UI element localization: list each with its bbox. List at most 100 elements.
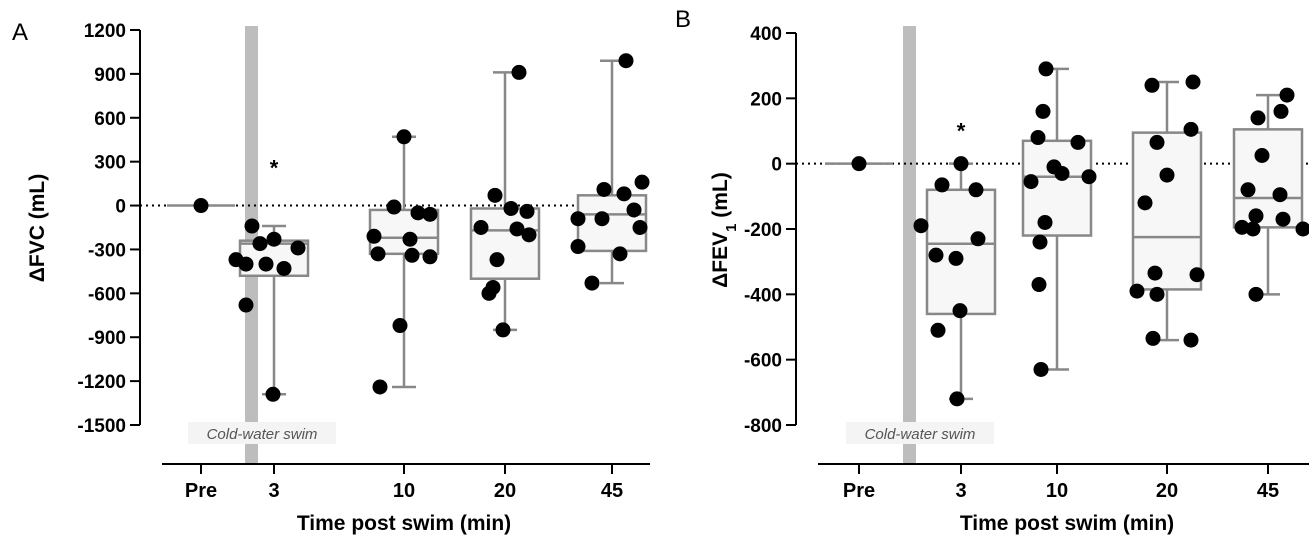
x-tick-label: 20 xyxy=(1156,480,1178,502)
data-point xyxy=(410,205,426,221)
data-point xyxy=(1145,330,1161,346)
y-tick-label: -400 xyxy=(744,285,782,306)
data-point xyxy=(252,236,268,252)
data-point xyxy=(1240,182,1256,198)
data-point xyxy=(481,285,497,301)
data-point xyxy=(473,220,489,235)
data-point xyxy=(372,379,388,395)
data-point xyxy=(1279,87,1295,103)
data-point xyxy=(570,239,586,255)
box-iqr xyxy=(1131,131,1203,291)
data-point xyxy=(1035,103,1051,119)
significance-marker: * xyxy=(270,156,279,181)
data-point xyxy=(968,182,984,198)
box-iqr xyxy=(1232,128,1304,229)
y-tick-label: -600 xyxy=(744,351,782,372)
panel-label: A xyxy=(12,19,28,46)
y-tick-label: 200 xyxy=(750,89,782,110)
data-point xyxy=(396,129,412,145)
significance-marker: * xyxy=(957,118,966,143)
data-point xyxy=(1159,167,1175,183)
data-point xyxy=(570,211,586,227)
data-point xyxy=(1183,121,1199,137)
panel-b: B Cold-water swim 400 200 0 -200 -400 -600 -800 P… xyxy=(675,6,1309,535)
data-point xyxy=(489,252,505,268)
data-point xyxy=(258,256,274,272)
data-point xyxy=(851,156,867,172)
data-point xyxy=(276,260,292,276)
data-point xyxy=(594,211,610,227)
data-point xyxy=(1248,286,1264,302)
data-point xyxy=(928,247,944,263)
data-point xyxy=(238,297,254,313)
x-tick-label: Pre xyxy=(185,480,217,502)
x-tick-label: 45 xyxy=(1257,480,1279,502)
data-point xyxy=(1234,219,1250,235)
data-point xyxy=(1245,221,1261,237)
panel-a: A Cold-water swim 1200 900 600 300 0 -300 -600 -9… xyxy=(12,19,650,535)
data-point xyxy=(266,231,282,247)
box-45 xyxy=(576,59,648,285)
data-point xyxy=(949,391,965,407)
annotation-label: Cold-water swim xyxy=(865,426,976,443)
data-point xyxy=(970,231,986,247)
box-20 xyxy=(1131,80,1203,342)
data-point xyxy=(1254,148,1270,163)
data-point xyxy=(1054,165,1070,181)
data-point xyxy=(1081,169,1097,185)
annotation-background xyxy=(188,422,336,444)
data-point xyxy=(626,202,642,218)
y-axis-title: ΔFEV1 (mL) xyxy=(709,172,740,288)
box-20 xyxy=(469,71,541,332)
data-point xyxy=(1030,130,1046,146)
y-tick-label: 0 xyxy=(115,197,126,218)
data-point xyxy=(521,227,537,243)
x-tick-label: 3 xyxy=(268,480,279,502)
y-tick-label: -200 xyxy=(744,220,782,241)
annotation-background xyxy=(846,422,994,444)
box-10 xyxy=(1021,67,1093,371)
box-iqr xyxy=(469,207,541,280)
y-tick-label: 600 xyxy=(94,109,126,130)
x-tick-label: 20 xyxy=(494,480,516,502)
data-point xyxy=(1149,286,1165,302)
data-point xyxy=(612,246,628,262)
y-tick-label: 300 xyxy=(94,153,126,174)
data-point xyxy=(392,318,408,334)
x-axis-title: Time post swim (min) xyxy=(960,512,1174,535)
y-tick-label: -1200 xyxy=(77,372,126,393)
data-point xyxy=(934,177,950,193)
data-point xyxy=(616,186,632,202)
box-45 xyxy=(1232,93,1304,296)
data-point xyxy=(386,199,402,215)
panel-label: B xyxy=(675,6,691,33)
cold-water-swim-bar xyxy=(903,26,916,464)
data-point xyxy=(1295,221,1309,237)
data-point xyxy=(1023,174,1039,190)
data-point xyxy=(402,231,418,247)
y-tick-label: -800 xyxy=(744,416,782,437)
x-axis-title: Time post swim (min) xyxy=(297,512,511,535)
data-point xyxy=(953,156,969,172)
data-point xyxy=(238,256,254,272)
data-point xyxy=(509,221,525,237)
data-point xyxy=(1275,211,1291,227)
data-point xyxy=(1037,214,1053,230)
data-point xyxy=(1250,110,1266,126)
data-point xyxy=(1149,134,1165,150)
data-point xyxy=(1144,77,1160,93)
data-point xyxy=(1183,332,1199,348)
data-point xyxy=(1033,361,1049,377)
data-point xyxy=(495,322,511,338)
box-3 xyxy=(925,162,997,401)
data-point xyxy=(265,386,281,402)
data-point xyxy=(930,322,946,338)
data-point xyxy=(1070,134,1086,150)
y-axis-title: ΔFVC (mL) xyxy=(26,174,49,282)
data-point xyxy=(584,275,600,291)
y-tick-label: 400 xyxy=(750,24,782,45)
data-point xyxy=(370,246,386,262)
data-point xyxy=(404,247,420,263)
data-point xyxy=(618,53,634,69)
y-tick-label: 1200 xyxy=(84,21,126,42)
